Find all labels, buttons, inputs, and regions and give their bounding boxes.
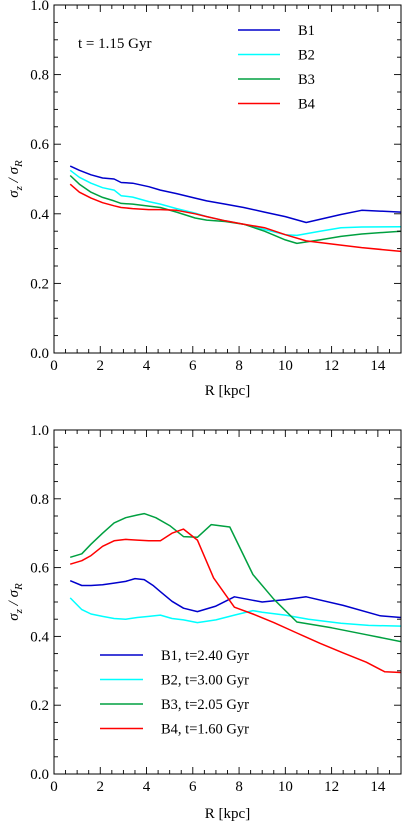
x-tick-label: 0 xyxy=(50,358,58,374)
y-axis-title: σz / σR xyxy=(6,160,25,198)
series-line-b2 xyxy=(69,597,401,627)
legend-label: B4 xyxy=(298,97,316,113)
legend-label: B3, t=2.05 Gyr xyxy=(161,697,249,713)
legend-label: B4, t=1.60 Gyr xyxy=(161,722,249,738)
legend-label: B1 xyxy=(298,23,315,39)
y-tick-label: 0.0 xyxy=(30,346,49,362)
y-tick-label: 0.4 xyxy=(30,629,49,645)
y-tick-label: 0.6 xyxy=(30,561,49,577)
series-line-b4 xyxy=(69,183,401,253)
y-tick-label: 0.2 xyxy=(30,698,49,714)
legend-label: B2 xyxy=(298,48,315,64)
legend-label: B3 xyxy=(298,72,315,88)
x-axis-title: R [kpc] xyxy=(205,383,250,399)
series-line-b3 xyxy=(69,512,401,643)
x-tick-label: 14 xyxy=(370,358,386,374)
series-line-b4 xyxy=(69,528,401,674)
time-annotation: t = 1.15 Gyr xyxy=(78,36,151,52)
x-tick-label: 4 xyxy=(143,358,151,374)
y-tick-label: 0.8 xyxy=(30,68,49,84)
legend: B1, t=2.40 Gyr B2, t=3.00 Gyr B3, t=2.05 G… xyxy=(100,648,249,738)
x-tick-label: 8 xyxy=(235,358,243,374)
x-tick-label: 2 xyxy=(97,358,105,374)
y-tick-label: 0.2 xyxy=(30,276,49,292)
x-tick-label: 6 xyxy=(189,779,197,795)
chart-panel-2: 0 2 4 6 8 10 12 14 0.0 0.2 0.4 0.6 0.8 1.0 R [kpc] σz /… xyxy=(6,423,402,822)
x-tick-label: 2 xyxy=(97,779,105,795)
series-line-b1 xyxy=(69,165,401,224)
x-tick-label: 4 xyxy=(143,779,151,795)
legend-label: B2, t=3.00 Gyr xyxy=(161,673,249,689)
x-tick-label: 6 xyxy=(189,358,197,374)
series-line-b1 xyxy=(69,577,401,619)
x-tick-label: 10 xyxy=(278,358,293,374)
series-line-b3 xyxy=(69,174,401,245)
y-axis-title: σz / σR xyxy=(6,583,25,621)
y-tick-label: 1.0 xyxy=(30,0,49,14)
x-tick-label: 10 xyxy=(278,779,293,795)
chart-panel-1: 0 2 4 6 8 10 12 14 0.0 0.2 0.4 0.6 0.8 1.0 R [kpc] σz /… xyxy=(6,0,402,399)
x-tick-label: 8 xyxy=(235,779,243,795)
y-tick-label: 0.6 xyxy=(30,137,49,153)
y-tick-label: 0.0 xyxy=(30,767,49,783)
x-axis-title: R [kpc] xyxy=(205,806,250,822)
y-tick-label: 0.4 xyxy=(30,207,49,223)
y-tick-label: 1.0 xyxy=(30,423,49,439)
x-tick-label: 0 xyxy=(50,779,58,795)
legend-label: B1, t=2.40 Gyr xyxy=(161,648,249,664)
x-tick-label: 12 xyxy=(324,779,339,795)
x-tick-label: 12 xyxy=(324,358,339,374)
legend: B1 B2 B3 B4 xyxy=(238,23,316,113)
x-tick-label: 14 xyxy=(370,779,386,795)
y-tick-label: 0.8 xyxy=(30,492,49,508)
